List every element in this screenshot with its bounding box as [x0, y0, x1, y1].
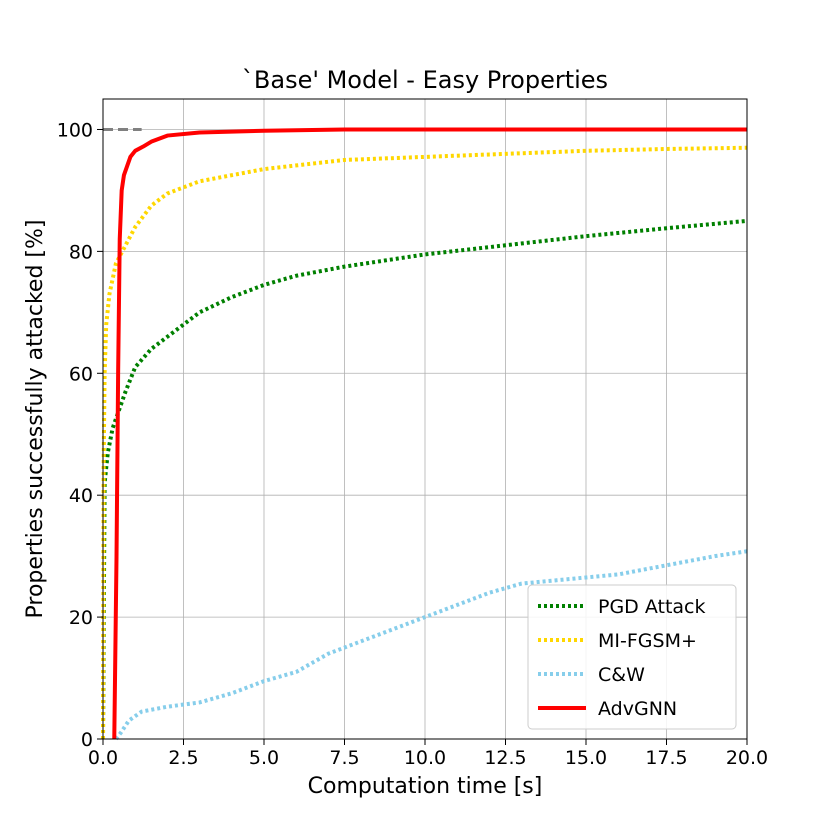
x-axis-label: Computation time [s] — [308, 774, 543, 799]
y-axis-label: Properties successfully attacked [%] — [23, 220, 48, 619]
y-tick-label: 60 — [69, 363, 93, 385]
legend-label-pgd-attack: PGD Attack — [598, 596, 706, 618]
x-tick-label: 5.0 — [249, 747, 279, 769]
x-tick-label: 17.5 — [645, 747, 687, 769]
x-axis-ticks: 0.0 2.5 5.0 7.5 10.0 12.5 15.0 17.5 20.0 — [88, 739, 768, 769]
series-layer — [101, 127, 748, 741]
legend: PGD Attack MI-FGSM+ C&W AdvGNN — [527, 584, 737, 730]
series-line-c-w — [114, 549, 748, 741]
y-tick-label: 0 — [81, 729, 93, 751]
legend-box — [527, 584, 737, 730]
x-tick-label: 20.0 — [726, 747, 768, 769]
y-tick-label: 40 — [69, 485, 93, 507]
y-axis-ticks: 0 20 40 60 80 100 — [57, 119, 103, 751]
series-line-pgd-attack — [101, 218, 748, 740]
series-line-advgnn — [112, 127, 747, 740]
legend-label-advgnn: AdvGNN — [598, 698, 677, 720]
chart-title: `Base' Model - Easy Properties — [242, 66, 608, 94]
x-tick-label: 12.5 — [484, 747, 526, 769]
y-tick-label: 20 — [69, 607, 93, 629]
x-tick-label: 2.5 — [168, 747, 198, 769]
series-line-mi-fgsm — [101, 145, 748, 740]
x-tick-label: 10.0 — [404, 747, 446, 769]
x-tick-label: 7.5 — [329, 747, 359, 769]
x-tick-label: 15.0 — [565, 747, 607, 769]
y-tick-label: 80 — [69, 241, 93, 263]
x-tick-label: 0.0 — [88, 747, 118, 769]
y-tick-label: 100 — [57, 119, 93, 141]
legend-label-c-w: C&W — [598, 664, 645, 686]
legend-label-mi-fgsm: MI-FGSM+ — [598, 630, 697, 652]
